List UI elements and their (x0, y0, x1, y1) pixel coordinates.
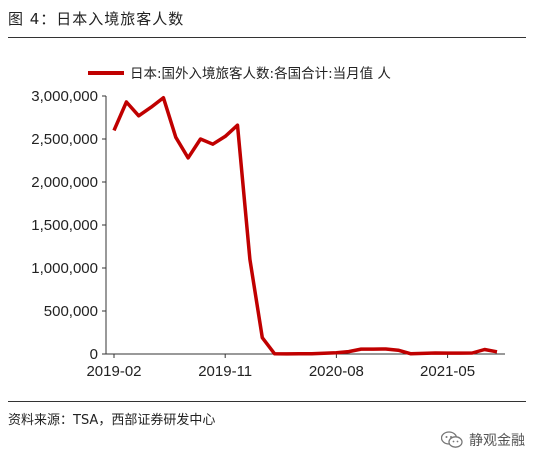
data-point-2020-05 (310, 352, 314, 356)
axes (105, 96, 505, 355)
data-point-2019-11 (236, 123, 240, 127)
data-point-2020-02 (273, 352, 277, 356)
data-point-2021-07 (483, 348, 487, 352)
x-tick-label: 2019-11 (198, 363, 252, 380)
y-tick-label: 1,000,000 (31, 260, 98, 277)
data-point-2019-08 (198, 137, 202, 141)
data-point-2019-03 (137, 114, 141, 118)
data-point-2020-01 (260, 336, 264, 340)
data-point-2020-11 (384, 347, 388, 351)
figure-title: 图 4：日本入境旅客人数 (8, 10, 185, 28)
bottom-rule (8, 401, 526, 402)
data-point-2019-09 (211, 142, 215, 146)
legend: 日本:国外入境旅客人数:各国合计:当月值 人 (88, 65, 391, 82)
data-point-2021-01 (409, 352, 413, 356)
data-point-2021-08 (495, 350, 499, 354)
data-point-2021-02 (421, 351, 425, 355)
y-tick-label: 0 (90, 346, 98, 363)
data-point-2020-08 (347, 350, 351, 354)
data-point-2020-09 (359, 347, 363, 351)
data-point-2020-07 (334, 351, 338, 355)
x-tick-label: 2020-08 (309, 363, 364, 380)
series-points (112, 96, 499, 356)
data-point-2020-04 (297, 352, 301, 356)
x-axis-ticks: 2019-02 2019-11 2020-08 2021-05 (86, 354, 475, 380)
source-note: 资料来源：TSA，西部证券研发中心 (8, 413, 216, 428)
y-tick-label: 1,500,000 (31, 217, 98, 234)
data-point-2019-02 (124, 100, 128, 104)
line-chart: 日本:国外入境旅客人数:各国合计:当月值 人 0 500,000 1,000,000… (31, 65, 505, 380)
data-point-2019-04 (149, 105, 153, 109)
y-tick-label: 500,000 (44, 303, 98, 320)
data-point-2021-03 (433, 351, 437, 355)
y-tick-label: 2,000,000 (31, 174, 98, 191)
y-axis-ticks: 0 500,000 1,000,000 1,500,000 2,000,000 2,500… (31, 88, 106, 363)
data-point-2020-03 (285, 352, 289, 356)
data-point-2019-05 (161, 96, 165, 100)
data-point-2019-10 (223, 134, 227, 138)
watermark: 静观金融 (441, 430, 525, 450)
data-point-2019-12 (248, 257, 252, 261)
data-point-2020-10 (371, 347, 375, 351)
x-tick-label: 2019-02 (86, 363, 141, 380)
x-tick-label: 2021-05 (420, 363, 475, 380)
data-point-2021-05 (458, 351, 462, 355)
legend-label: 日本:国外入境旅客人数:各国合计:当月值 人 (130, 65, 391, 82)
watermark-text: 静观金融 (469, 433, 525, 449)
data-point-2021-04 (446, 351, 450, 355)
series-line-arrivals (112, 95, 498, 356)
data-point-2021-06 (470, 351, 474, 355)
wechat-icon (441, 431, 463, 448)
y-tick-label: 2,500,000 (31, 131, 98, 148)
data-point-2020-12 (396, 348, 400, 352)
data-point-2020-06 (322, 351, 326, 355)
data-point-2019-01 (112, 128, 116, 132)
top-rule (8, 37, 526, 38)
y-tick-label: 3,000,000 (31, 88, 98, 105)
data-point-2019-06 (174, 135, 178, 139)
data-point-2019-07 (186, 156, 190, 160)
